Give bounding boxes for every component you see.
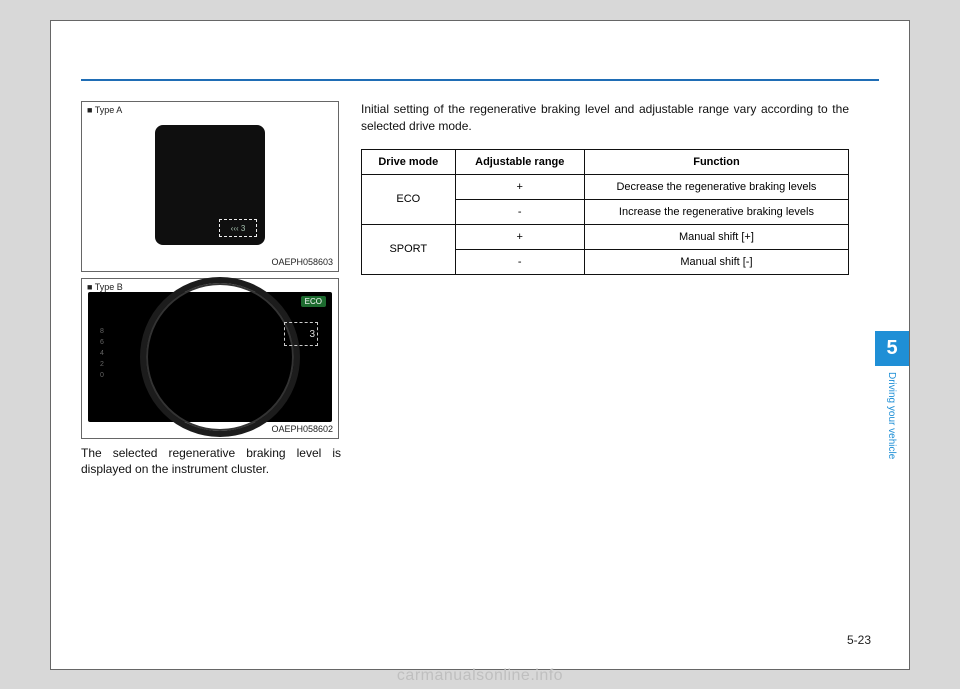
figure-a-body: ‹‹‹ 3 [82, 115, 338, 255]
cell-func: Manual shift [+] [584, 224, 848, 249]
chapter-side-tab: 5 Driving your vehicle [875, 331, 909, 486]
right-column: Initial setting of the regenerative brak… [361, 101, 849, 477]
cell-range: + [455, 224, 584, 249]
cell-range: + [455, 174, 584, 199]
cell-func: Decrease the regenerative braking levels [584, 174, 848, 199]
figure-type-b: ■ Type B ECO 3 86420 OAEPH058602 [81, 278, 339, 439]
left-body-text: The selected regenerative braking level … [81, 445, 341, 477]
left-column: ■ Type A ‹‹‹ 3 OAEPH058603 ■ Type B ECO … [81, 101, 341, 477]
manual-page: ■ Type A ‹‹‹ 3 OAEPH058603 ■ Type B ECO … [50, 20, 910, 670]
figure-b-body: ECO 3 86420 [88, 292, 332, 422]
cell-range: - [455, 199, 584, 224]
cell-mode-sport: SPORT [362, 224, 456, 274]
figure-a-caption: OAEPH058603 [82, 255, 338, 271]
gauge-dial [140, 277, 300, 437]
intro-text: Initial setting of the regenerative brak… [361, 101, 849, 135]
chapter-title: Driving your vehicle [886, 366, 897, 486]
table-header-row: Drive mode Adjustable range Function [362, 149, 849, 174]
th-adjustable-range: Adjustable range [455, 149, 584, 174]
figure-type-a: ■ Type A ‹‹‹ 3 OAEPH058603 [81, 101, 339, 272]
table-row: SPORT + Manual shift [+] [362, 224, 849, 249]
regen-indicator-b: 3 [284, 322, 318, 346]
table-row: ECO + Decrease the regenerative braking … [362, 174, 849, 199]
header-rule [81, 79, 879, 81]
figure-a-label: ■ Type A [82, 102, 338, 115]
drive-mode-table: Drive mode Adjustable range Function ECO… [361, 149, 849, 275]
cell-range: - [455, 249, 584, 274]
watermark-text: carmanualsonline.info [0, 667, 960, 685]
eco-badge: ECO [301, 296, 326, 307]
th-drive-mode: Drive mode [362, 149, 456, 174]
regen-indicator-a: ‹‹‹ 3 [219, 219, 257, 237]
page-number: 5-23 [847, 633, 871, 647]
th-function: Function [584, 149, 848, 174]
cell-func: Increase the regenerative braking levels [584, 199, 848, 224]
cell-func: Manual shift [-] [584, 249, 848, 274]
content-area: ■ Type A ‹‹‹ 3 OAEPH058603 ■ Type B ECO … [81, 101, 849, 477]
gauge-ticks: 86420 [100, 326, 104, 381]
cell-mode-eco: ECO [362, 174, 456, 224]
cluster-panel-a: ‹‹‹ 3 [155, 125, 265, 245]
chapter-number: 5 [875, 331, 909, 366]
